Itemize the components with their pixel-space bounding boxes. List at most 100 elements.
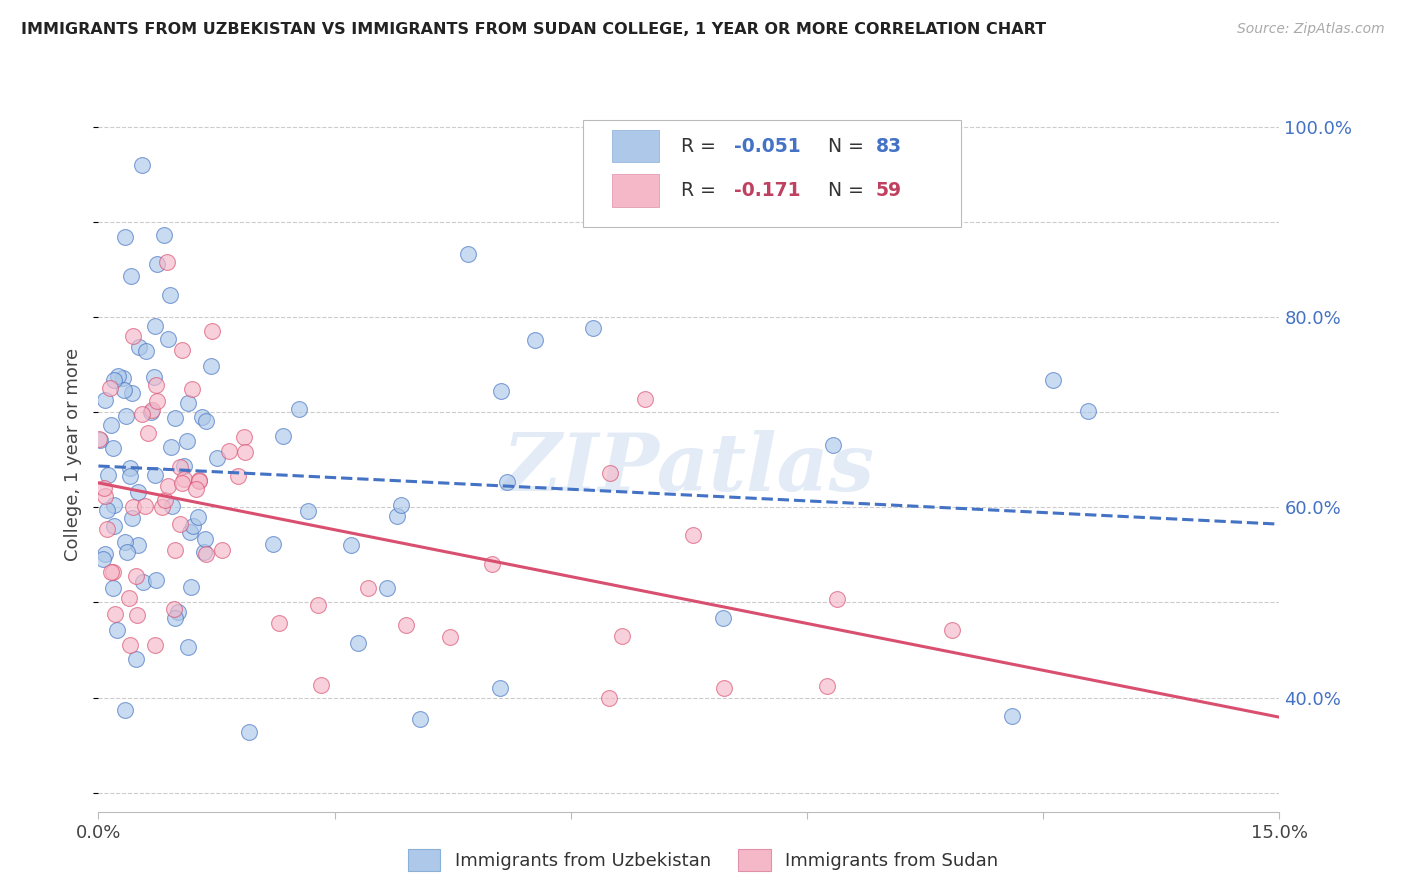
Point [146,393,169,408]
Text: 83: 83 [876,136,901,156]
Text: R =: R = [681,136,721,156]
Point [107,369,129,384]
Point [238,724,260,739]
Point [375,581,398,595]
Point [100,418,122,433]
Point [193,545,215,559]
Text: IMMIGRANTS FROM UZBEKISTAN VS IMMIGRANTS FROM SUDAN COLLEGE, 1 YEAR OR MORE CORR: IMMIGRANTS FROM UZBEKISTAN VS IMMIGRANTS… [21,22,1046,37]
Point [125,608,148,623]
Point [167,605,190,619]
Point [120,638,142,652]
Point [190,410,212,425]
Point [122,500,145,514]
Point [187,510,209,524]
Point [357,581,380,595]
FancyBboxPatch shape [612,130,659,162]
Point [141,403,163,417]
Point [165,411,187,425]
Point [599,466,621,480]
Point [201,324,224,338]
Point [1077,404,1099,418]
Point [93,392,115,407]
Point [271,428,294,442]
Point [309,678,332,692]
Point [142,370,165,384]
Point [156,479,179,493]
Point [120,268,142,283]
Point [114,409,136,423]
Point [118,591,141,606]
Point [173,458,195,473]
Point [262,536,284,550]
Point [127,538,149,552]
Text: Source: ZipAtlas.com: Source: ZipAtlas.com [1237,22,1385,37]
Point [179,524,201,539]
Point [194,547,217,561]
Point [163,601,186,615]
Point [165,542,187,557]
FancyBboxPatch shape [582,120,960,227]
Point [170,343,193,358]
Point [825,591,848,606]
Point [180,382,202,396]
Point [103,519,125,533]
Point [125,651,148,665]
Point [184,482,207,496]
Point [143,319,166,334]
Point [121,511,143,525]
Point [395,618,418,632]
Point [128,340,150,354]
Point [121,386,143,401]
Point [153,227,176,242]
Point [177,640,200,654]
Point [183,519,205,533]
Text: N =: N = [817,181,870,200]
Text: -0.051: -0.051 [734,136,800,156]
Point [409,712,432,726]
Point [118,460,141,475]
Point [941,623,963,637]
Point [96,522,118,536]
Point [143,638,166,652]
Point [136,426,159,441]
Point [96,503,118,517]
Point [194,414,217,428]
Point [114,703,136,717]
Point [101,581,124,595]
Point [194,532,217,546]
Point [489,384,512,398]
Point [205,451,228,466]
Text: R =: R = [681,181,727,200]
Point [524,333,547,347]
Point [1001,709,1024,723]
Point [457,247,479,261]
Point [114,534,136,549]
Point [93,481,115,495]
Point [160,440,183,454]
Point [163,610,186,624]
Point [131,159,153,173]
Text: N =: N = [817,136,870,156]
Point [159,288,181,302]
FancyBboxPatch shape [612,175,659,207]
Point [269,616,291,631]
Point [153,492,176,507]
Point [582,320,605,334]
Point [489,681,512,696]
Point [634,392,657,406]
Point [815,679,838,693]
Point [172,476,194,491]
Point [439,630,461,644]
Point [308,598,330,612]
Point [145,377,167,392]
Point [134,499,156,513]
Point [481,557,503,571]
Point [120,469,142,483]
Point [682,528,704,542]
Point [145,573,167,587]
Point [711,611,734,625]
Point [89,433,111,447]
Point [139,404,162,418]
Point [176,434,198,448]
Point [200,359,222,373]
